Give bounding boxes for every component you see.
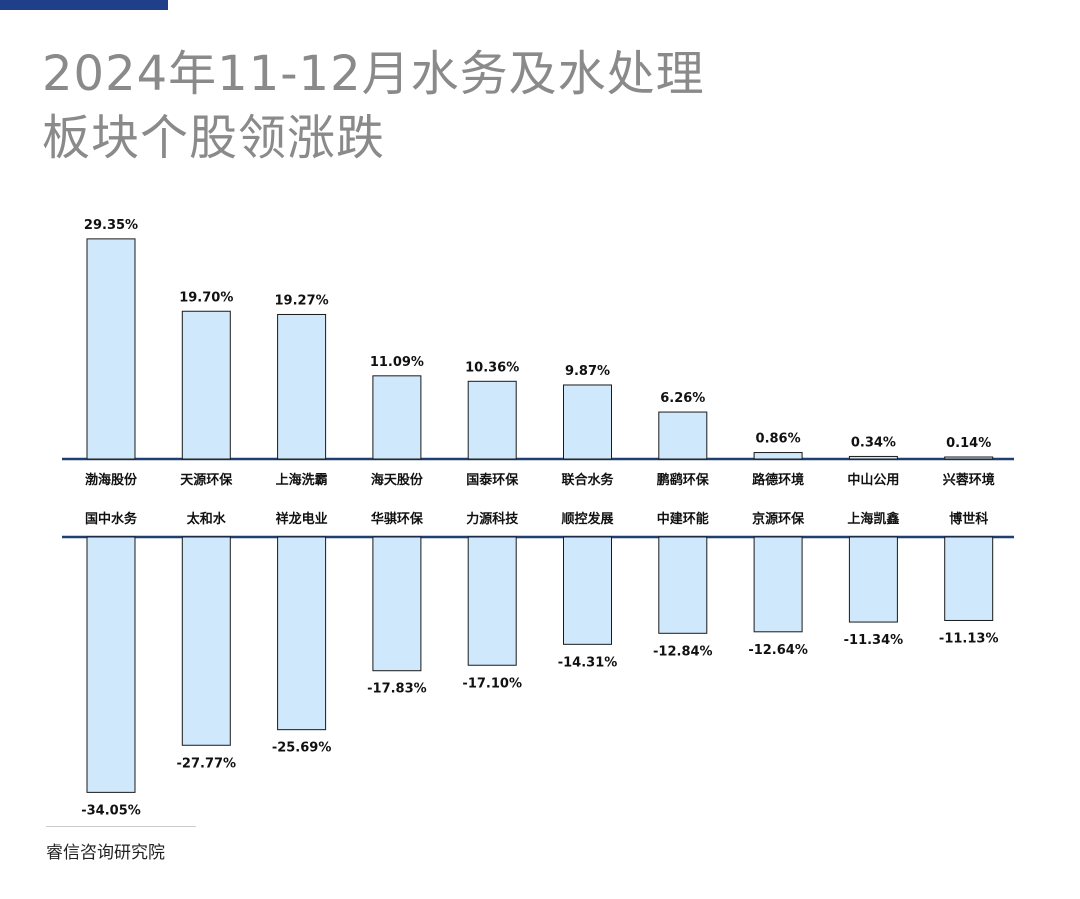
loser-category-label: 京源环保 — [752, 511, 805, 527]
gainer-bar — [753, 452, 803, 460]
gainer-value-label: 0.86% — [756, 432, 801, 447]
loser-value-label: -34.05% — [81, 803, 141, 818]
gainer-bar — [86, 238, 136, 460]
source-label: 睿信咨询研究院 — [46, 843, 165, 863]
loser-value-label: -14.31% — [558, 655, 618, 670]
loser-bar — [944, 536, 994, 621]
loser-bar — [277, 536, 327, 731]
loser-bar — [181, 536, 231, 746]
loser-category-label: 国中水务 — [85, 511, 138, 527]
gainer-value-label: 11.09% — [370, 355, 424, 370]
loser-category-label: 上海凯鑫 — [847, 511, 899, 527]
gainer-category-label: 鹏鹞环保 — [657, 472, 710, 488]
loser-bar — [658, 536, 708, 634]
gainer-value-label: 10.36% — [465, 360, 519, 375]
chart-title-line-1: 2024年11-12月水务及水处理 — [42, 46, 705, 102]
gainer-category-label: 海天股份 — [371, 472, 424, 488]
gainer-bar — [848, 455, 898, 460]
loser-value-label: -17.83% — [367, 682, 427, 697]
loser-bar — [372, 536, 422, 672]
gainer-category-label: 渤海股份 — [85, 472, 138, 488]
gainer-bar — [658, 411, 708, 460]
loser-bar — [563, 536, 612, 645]
gainer-value-label: 6.26% — [660, 391, 705, 406]
loser-value-label: -12.64% — [748, 643, 808, 658]
gainer-bar — [944, 456, 994, 460]
loser-bar — [848, 536, 898, 623]
loser-category-label: 力源科技 — [466, 511, 519, 527]
loser-category-label: 华骐环保 — [371, 511, 424, 527]
chart-title-line-2: 板块个股领涨跌 — [42, 110, 386, 166]
gainer-category-label: 上海洗霸 — [276, 472, 328, 488]
loser-category-label: 顺控发展 — [561, 511, 614, 527]
loser-value-label: -12.84% — [653, 644, 713, 659]
gainer-bar — [372, 375, 422, 460]
loser-value-label: -27.77% — [177, 756, 237, 771]
gainer-bar — [181, 310, 231, 460]
loser-category-label: 祥龙电业 — [276, 511, 328, 527]
gainer-value-label: 19.70% — [179, 290, 233, 305]
loser-bar — [86, 536, 136, 793]
gainer-category-label: 国泰环保 — [466, 472, 519, 488]
gainer-bar — [277, 313, 327, 460]
gainer-value-label: 9.87% — [565, 364, 610, 379]
gainer-value-label: 29.35% — [84, 218, 138, 233]
source-divider — [46, 826, 196, 827]
loser-value-label: -17.10% — [462, 676, 522, 691]
gainer-category-label: 天源环保 — [180, 472, 233, 488]
gainer-category-label: 联合水务 — [561, 472, 614, 488]
loser-category-label: 中建环能 — [657, 511, 709, 527]
gainer-category-label: 路德环境 — [752, 472, 804, 488]
loser-category-label: 太和水 — [186, 511, 227, 527]
gainer-category-label: 兴蓉环境 — [943, 472, 995, 488]
gainer-bar — [467, 380, 517, 460]
loser-bar — [467, 536, 517, 666]
gainer-bar — [563, 384, 612, 460]
chart-title: 2024年11-12月水务及水处理 板块个股领涨跌 — [42, 42, 705, 170]
loser-value-label: -11.34% — [844, 633, 904, 648]
gainer-value-label: 19.27% — [275, 293, 329, 308]
loser-value-label: -11.13% — [939, 631, 999, 646]
loser-category-label: 博世科 — [949, 511, 988, 527]
gainer-value-label: 0.14% — [946, 436, 991, 451]
gainer-category-label: 中山公用 — [847, 472, 899, 488]
gainer-value-label: 0.34% — [851, 435, 896, 450]
loser-bar — [753, 536, 803, 633]
top-accent-bar — [0, 0, 168, 10]
loser-value-label: -25.69% — [272, 741, 332, 756]
